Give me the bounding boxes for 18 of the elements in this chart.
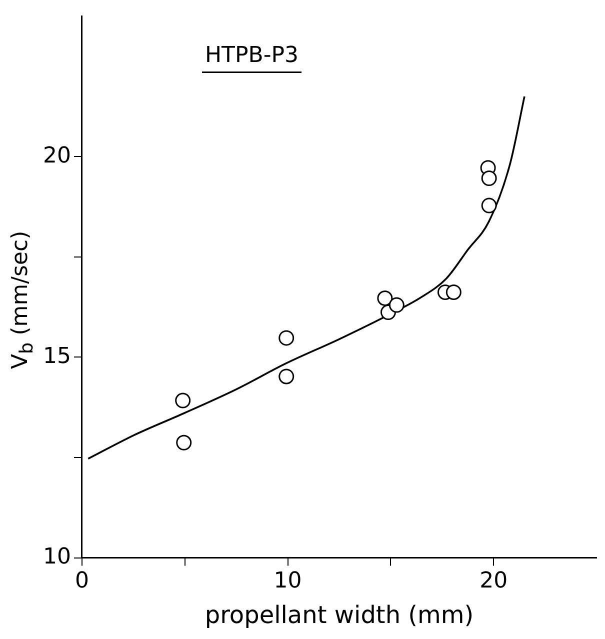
line-series (87, 96, 526, 460)
y-tick-label: 20 (42, 143, 71, 168)
x-tick-label: 10 (274, 568, 302, 594)
x-axis-title: propellant width (mm) (204, 600, 474, 629)
annotation: HTPB-P3 (205, 42, 299, 68)
point (278, 368, 294, 384)
point (278, 330, 294, 346)
point (175, 392, 191, 408)
x-tick-label: 0 (74, 568, 89, 594)
point (446, 284, 462, 300)
point (388, 297, 404, 313)
y-tick-label: 10 (42, 544, 71, 570)
y-tick-label: 15 (42, 344, 71, 369)
point (377, 290, 393, 306)
x-tick-label: 20 (480, 568, 508, 594)
point (481, 170, 497, 186)
point (176, 434, 192, 450)
point (481, 198, 497, 214)
